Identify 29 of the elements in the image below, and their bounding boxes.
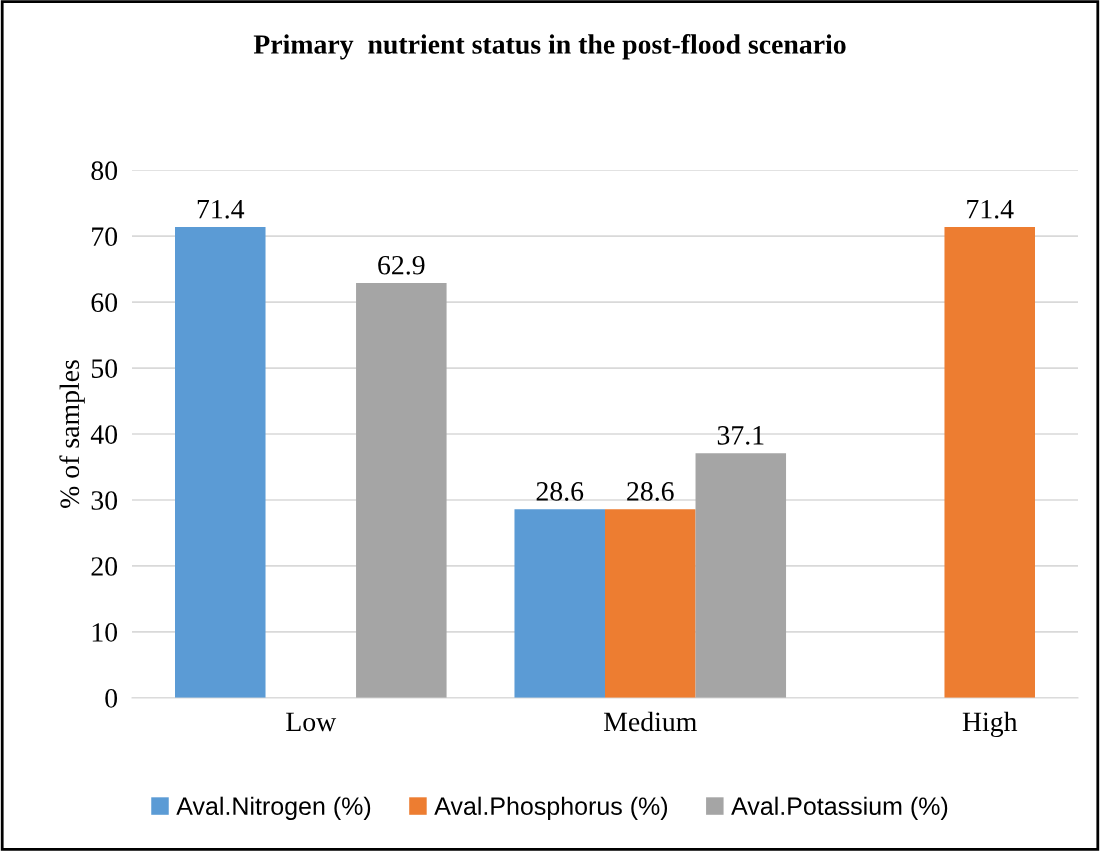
y-tick-label: 40 — [90, 425, 118, 444]
legend-label: Aval.Nitrogen (%) — [176, 796, 371, 820]
bar — [944, 226, 1035, 698]
data-label: 71.4 — [967, 199, 1014, 219]
data-label: 62.9 — [378, 255, 425, 275]
data-label: 28.6 — [536, 482, 584, 501]
x-tick-label: High — [962, 711, 1018, 737]
y-tick-label: 10 — [92, 623, 118, 642]
chart-title: Primary nutrient status in the post-flood scenario — [253, 34, 846, 60]
y-axis-title: % of samples — [59, 360, 85, 508]
y-tick-label: 60 — [91, 293, 118, 313]
y-tick-label: 80 — [91, 161, 118, 181]
y-tick-label: 30 — [91, 491, 118, 510]
data-label: 71.4 — [197, 199, 245, 219]
bar — [175, 226, 266, 698]
legend-label: Aval.Phosphorus (%) — [434, 796, 668, 820]
bar — [514, 509, 605, 698]
data-label: 28.6 — [627, 482, 674, 501]
data-label: 37.1 — [717, 426, 764, 445]
y-tick-label: 50 — [91, 359, 118, 378]
y-tick-label: 70 — [92, 227, 118, 247]
x-tick-label: Medium — [604, 711, 697, 732]
x-tick-label: Low — [286, 712, 337, 732]
bar — [695, 453, 787, 698]
bar — [356, 282, 447, 698]
y-tick-label: 20 — [91, 557, 118, 576]
legend-label: Aval.Potassium (%) — [731, 796, 948, 820]
y-tick-label: 0 — [105, 688, 118, 708]
bar — [605, 509, 696, 698]
